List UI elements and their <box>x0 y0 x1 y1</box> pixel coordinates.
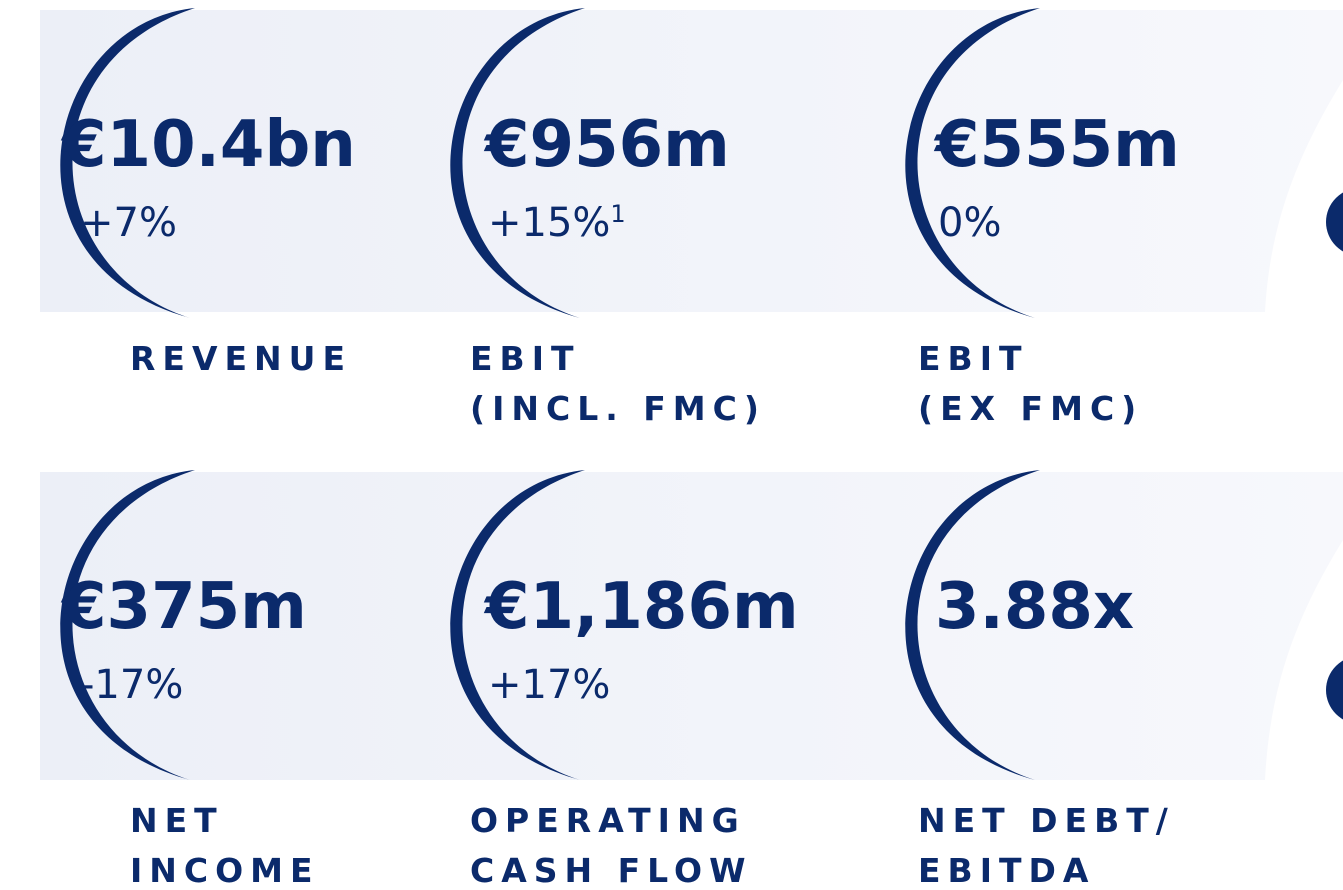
kpi-label: OPERATING <box>470 801 746 840</box>
kpi-value: €956m <box>483 108 730 182</box>
kpi-label: REVENUE <box>130 339 352 378</box>
kpi-label: INCOME <box>130 851 320 890</box>
kpi-value: 3.88x <box>935 570 1134 644</box>
kpi-label: (INCL. FMC) <box>470 389 766 428</box>
kpi-change: 0% <box>938 200 1001 246</box>
background <box>40 10 1343 780</box>
kpi-label: EBIT <box>470 339 580 378</box>
kpi-change: -17% <box>80 662 183 708</box>
kpi-label: (EX FMC) <box>918 389 1143 428</box>
kpi-label: EBITDA <box>918 851 1095 890</box>
kpi-change: +15%1 <box>488 200 626 246</box>
kpi-label: EBIT <box>918 339 1028 378</box>
kpi-label: NET <box>130 801 224 840</box>
kpi-change: +7% <box>80 200 177 246</box>
kpi-change: +17% <box>488 662 610 708</box>
kpi-label: CASH FLOW <box>470 851 752 890</box>
kpi-value: €10.4bn <box>60 108 356 182</box>
kpi-label: NET DEBT/ <box>918 801 1175 840</box>
kpi-value: €375m <box>60 570 307 644</box>
kpi-value: €555m <box>933 108 1180 182</box>
kpi-value: €1,186m <box>483 570 799 644</box>
footnote: 1 <box>610 200 625 228</box>
